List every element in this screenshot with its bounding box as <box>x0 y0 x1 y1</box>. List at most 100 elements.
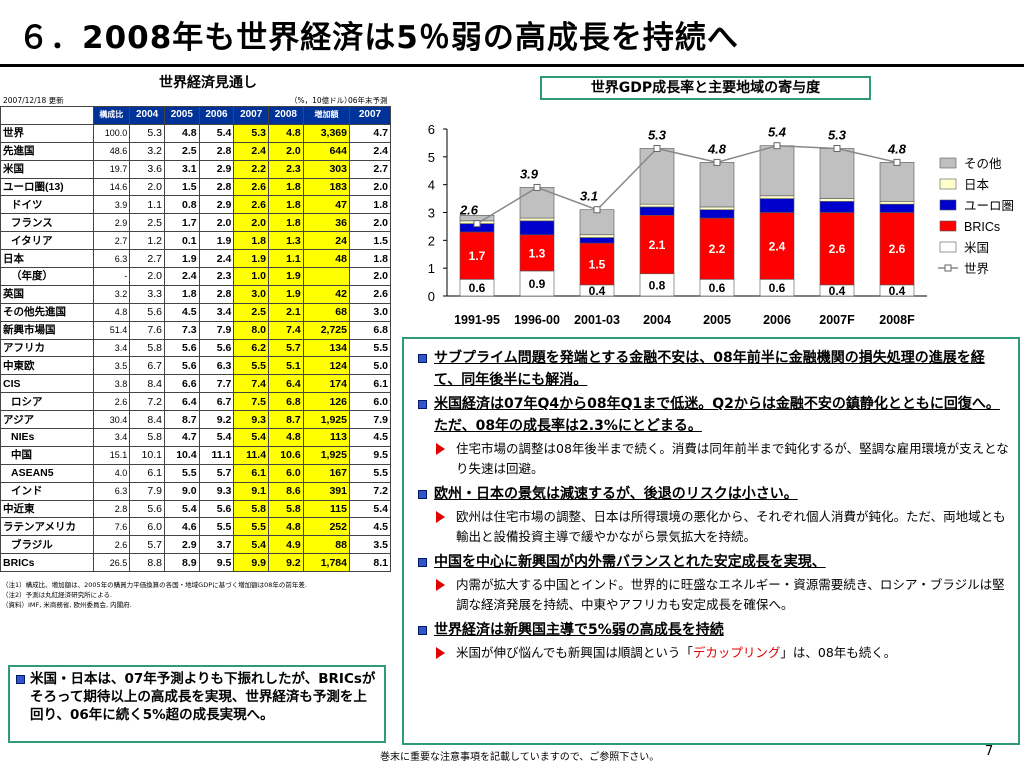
bar-segment <box>699 209 735 219</box>
row-label: NIEs <box>0 428 94 447</box>
table-cell: 9.0 <box>163 481 200 501</box>
table-cell: 4.7 <box>163 428 200 447</box>
bar-value-label: 2.1 <box>649 238 666 252</box>
table-cell <box>302 267 350 286</box>
legend-swatch <box>939 241 957 253</box>
table-cell: 5.8 <box>233 499 270 519</box>
table-cell: 1.1 <box>268 249 304 269</box>
table-cell: 6.3 <box>92 481 131 501</box>
page-title: ６．2008年も世界経済は5％弱の高成長を持続へ <box>18 20 739 56</box>
bar-segment <box>519 217 555 222</box>
summary-text: 米国・日本は、07年予測よりも下振れしたが、BRICsがそろって期待以上の高成長… <box>30 671 376 723</box>
table-cell: 5.4 <box>163 499 200 519</box>
table-cell: 2.6 <box>92 392 131 412</box>
table-cell: 6.3 <box>92 249 131 269</box>
row-label: その他先進国 <box>0 302 94 322</box>
table-cell: 1.8 <box>268 177 304 197</box>
table-cell: 7.2 <box>129 392 165 412</box>
table-row: 中近東 2.8 5.6 5.4 5.6 5.8 5.8 115 5.4 <box>0 499 392 519</box>
table-cell: 8.9 <box>163 553 200 573</box>
column-header: 2006 <box>198 106 235 125</box>
table-cell: 1.3 <box>268 231 304 251</box>
y-tick-label: 3 <box>428 206 435 221</box>
arrow-bullet-icon <box>436 511 445 523</box>
bar-segment <box>519 270 555 297</box>
table-row: BRICs 26.5 8.8 8.9 9.5 9.9 9.2 1,784 8.1 <box>0 553 392 573</box>
table-cell: 6.8 <box>348 320 392 340</box>
table-cell: 2.2 <box>233 159 270 179</box>
table-cell: 3.1 <box>163 159 200 179</box>
table-cell: 115 <box>302 499 350 519</box>
bar-segment <box>759 145 795 197</box>
world-growth-marker <box>593 206 601 214</box>
table-cell: 1.8 <box>233 231 270 251</box>
sub-bullet-item: 欧州は住宅市場の調整、日本は所得環境の悪化から、それぞれ個人消費が鈍化。ただ、両… <box>412 507 1010 547</box>
bar-segment <box>759 195 795 199</box>
table-cell: 6.1 <box>348 374 392 394</box>
table-cell: 11.1 <box>198 445 235 465</box>
table-cell: 2.4 <box>348 141 392 161</box>
table-cell: 303 <box>302 159 350 179</box>
table-cell: 5.6 <box>198 499 235 519</box>
row-label: フランス <box>0 213 94 233</box>
x-tick-label: 2006 <box>763 313 791 327</box>
table-units: （%，10億ドル） <box>290 96 352 105</box>
table-cell: 5.5 <box>348 463 392 483</box>
bar-value-label: 0.6 <box>469 281 486 295</box>
table-row: ロシア 2.6 7.2 6.4 6.7 7.5 6.8 126 6.0 <box>0 392 392 412</box>
table-cell: 1,925 <box>302 410 350 430</box>
table-row: ASEAN5 4.0 6.1 5.5 5.7 6.1 6.0 167 5.5 <box>0 463 392 483</box>
table-cell: 2.0 <box>348 267 392 286</box>
legend-label: その他 <box>964 157 1002 171</box>
row-label: ブラジル <box>0 535 94 555</box>
table-cell: 2.0 <box>348 213 392 233</box>
table-cell: 2.3 <box>198 267 235 286</box>
table-cell: 3.7 <box>198 535 235 555</box>
table-heading: 世界経済見通し <box>159 75 257 91</box>
bar-value-label: 0.4 <box>829 284 846 298</box>
table-cell: 15.1 <box>92 445 131 465</box>
table-row: ユーロ圏(13) 14.6 2.0 1.5 2.8 2.6 1.8 183 2.0 <box>0 177 392 197</box>
table-cell: 2.0 <box>348 177 392 197</box>
table-cell: 2.0 <box>233 213 270 233</box>
table-row: ブラジル 2.6 5.7 2.9 3.7 5.4 4.9 88 3.5 <box>0 535 392 555</box>
footer-disclaimer: 巻末に重要な注意事項を記載していますので、ご参照下さい。 <box>380 752 660 763</box>
table-cell: 5.4 <box>233 535 270 555</box>
bar-segment <box>819 148 855 199</box>
bar-segment <box>819 212 855 286</box>
table-cell: 9.5 <box>348 445 392 465</box>
row-label: 米国 <box>0 159 94 179</box>
table-cell: 1,925 <box>302 445 350 465</box>
world-growth-marker <box>533 183 541 191</box>
world-economy-table: 構成比 2004 2005 2006 2007 2008 増加額 2007 世界 100.0 5.3… <box>0 106 392 573</box>
table-cell: 8.7 <box>163 410 200 430</box>
table-cell: 2.5 <box>163 141 200 161</box>
table-cell: 4.8 <box>163 123 200 143</box>
table-cell: 2.9 <box>198 195 235 215</box>
table-cell: 1.9 <box>268 267 304 286</box>
table-header-row: 構成比 2004 2005 2006 2007 2008 増加額 2007 <box>0 106 392 125</box>
row-label: インド <box>0 481 94 501</box>
table-cell: 183 <box>302 177 350 197</box>
note-line: （資料）IMF, 米商務省, 欧州委員会, 内閣府. <box>2 601 132 609</box>
table-cell: 3.0 <box>233 284 270 304</box>
x-tick-label: 2004 <box>643 313 671 327</box>
row-label: 世界 <box>0 123 94 143</box>
table-row: その他先進国 4.8 5.6 4.5 3.4 2.5 2.1 68 3.0 <box>0 302 392 322</box>
bar-segment <box>519 187 555 219</box>
table-cell: 6.4 <box>268 374 304 394</box>
legend-label: BRICs <box>964 220 1000 234</box>
table-cell: 6.7 <box>198 392 235 412</box>
world-growth-marker <box>773 142 781 150</box>
table-cell: 6.4 <box>163 392 200 412</box>
world-growth-label: 4.8 <box>887 141 907 156</box>
y-tick-label: 2 <box>428 233 435 248</box>
row-label: ドイツ <box>0 195 94 215</box>
arrow-bullet-icon <box>436 443 445 455</box>
table-cell: 2.6 <box>233 195 270 215</box>
y-tick-label: 4 <box>428 178 435 193</box>
table-cell: 5.6 <box>129 499 165 519</box>
bar-value-label: 0.6 <box>769 281 786 295</box>
row-label: 中国 <box>0 445 94 465</box>
bar-segment <box>879 162 915 202</box>
